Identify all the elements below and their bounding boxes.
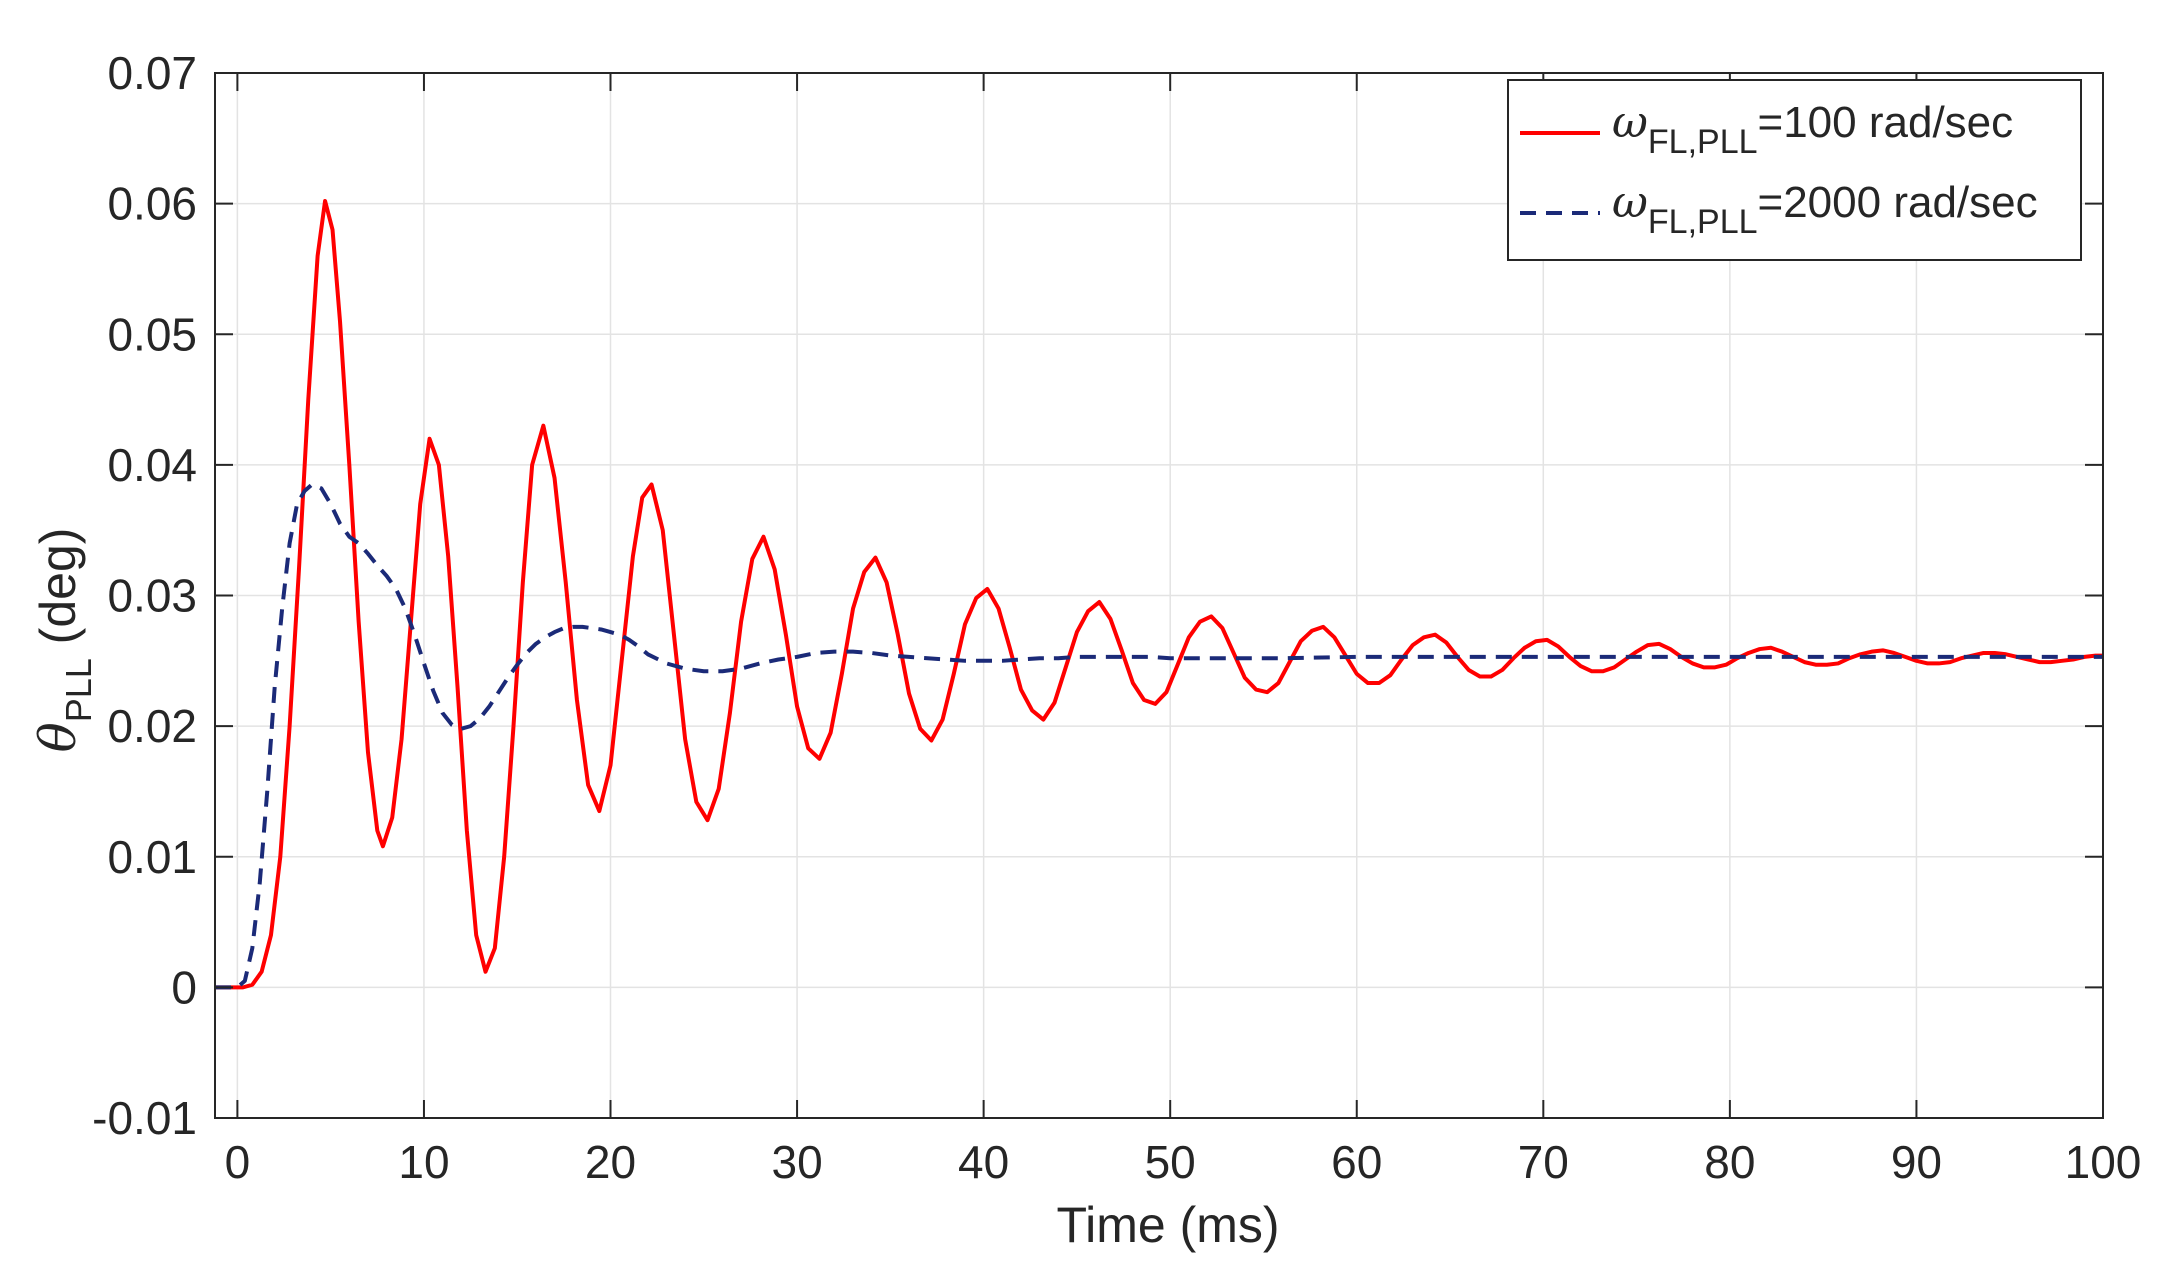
y-tick-label-0: -0.01 <box>92 1092 197 1144</box>
legend-label-series-1: ωFL,PLL=100 rad/sec <box>1612 97 2013 161</box>
legend-label-series-2: ωFL,PLL=2000 rad/sec <box>1612 177 2038 241</box>
y-axis-label: θPLL (deg) <box>29 528 99 753</box>
x-tick-label-6: 60 <box>1331 1136 1382 1188</box>
tick-labels: 0 10 20 30 40 50 60 70 80 90 100 -0.01 0 0.01 0.02 0.03… <box>92 47 2141 1188</box>
legend-label-series-1-symbol: ω <box>1612 97 1648 148</box>
legend-label-series-1-subscript: FL,PLL <box>1648 123 1758 161</box>
y-tick-label-2: 0.01 <box>107 831 197 883</box>
y-tick-label-8: 0.07 <box>107 47 197 99</box>
series-layer <box>215 199 2103 990</box>
legend-label-series-1-suffix: =100 rad/sec <box>1758 98 2014 147</box>
x-tick-label-1: 10 <box>398 1136 449 1188</box>
legend-label-series-2-symbol: ω <box>1612 177 1648 228</box>
y-tick-label-4: 0.03 <box>107 570 197 622</box>
x-tick-label-0: 0 <box>225 1136 251 1188</box>
legend-box <box>1507 79 2082 261</box>
x-tick-label-3: 30 <box>771 1136 822 1188</box>
x-tick-label-9: 90 <box>1891 1136 1942 1188</box>
x-tick-label-5: 50 <box>1145 1136 1196 1188</box>
legend: ωFL,PLL=100 rad/sec ωFL,PLL=2000 rad/sec <box>1507 79 2082 261</box>
y-axis-label-suffix: (deg) <box>30 528 86 659</box>
y-tick-label-5: 0.04 <box>107 439 197 491</box>
x-tick-label-7: 70 <box>1518 1136 1569 1188</box>
x-tick-label-10: 100 <box>2065 1136 2142 1188</box>
y-axis-label-symbol: θ <box>29 722 87 752</box>
legend-label-series-2-suffix: =2000 rad/sec <box>1758 178 2038 227</box>
x-tick-label-8: 80 <box>1704 1136 1755 1188</box>
y-tick-label-7: 0.06 <box>107 178 197 230</box>
x-axis-label: Time (ms) <box>1056 1197 1279 1253</box>
x-tick-label-4: 40 <box>958 1136 1009 1188</box>
y-tick-label-1: 0 <box>171 961 197 1013</box>
y-tick-label-3: 0.02 <box>107 700 197 752</box>
x-tick-label-2: 20 <box>585 1136 636 1188</box>
y-axis-label-subscript: PLL <box>58 658 99 722</box>
axes <box>214 72 2104 1119</box>
y-tick-label-6: 0.05 <box>107 308 197 360</box>
series-line-1 <box>215 199 2103 990</box>
legend-label-series-2-subscript: FL,PLL <box>1648 203 1758 241</box>
